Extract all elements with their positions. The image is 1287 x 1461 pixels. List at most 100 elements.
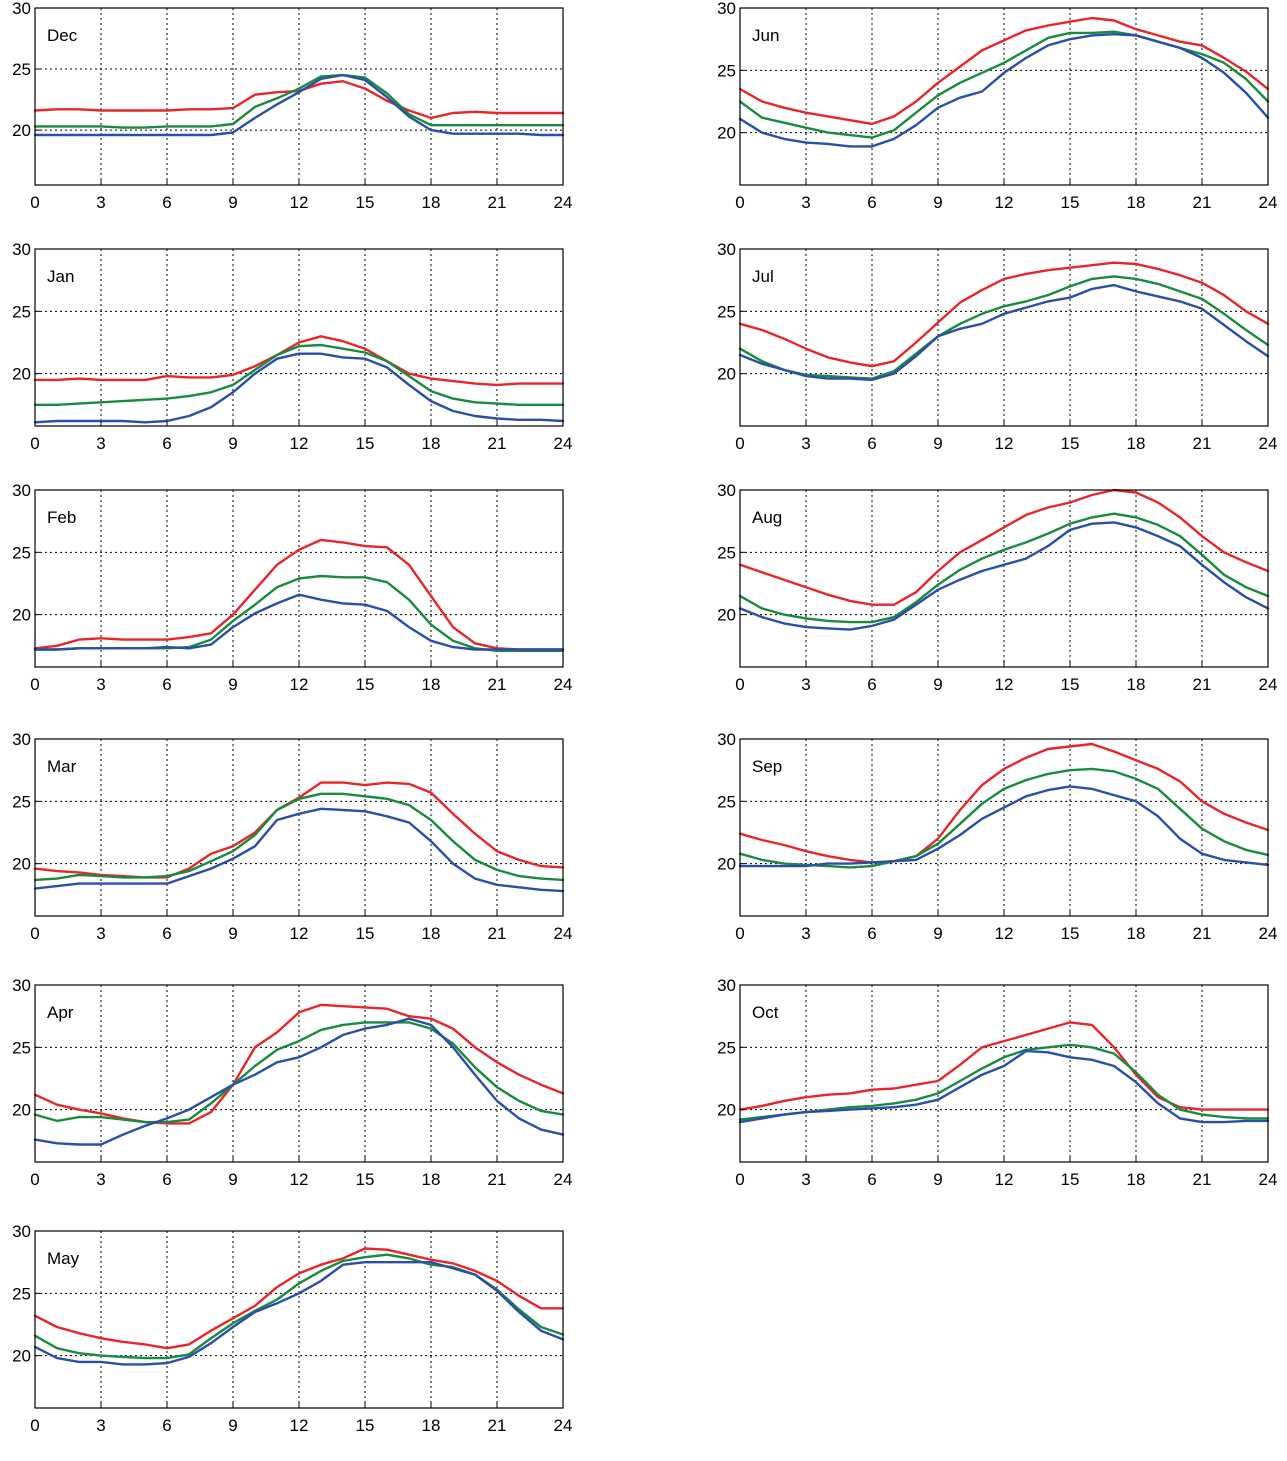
x-tick-label: 18 [422, 193, 441, 212]
series-line-3 [738, 1049, 1270, 1124]
y-tick-label: 25 [717, 61, 736, 80]
y-tick-label: 25 [12, 792, 31, 811]
x-tick-label: 0 [30, 924, 39, 943]
x-tick-label: 9 [228, 675, 237, 694]
x-tick-label: 3 [96, 924, 105, 943]
series-line-2 [33, 343, 565, 406]
panel-oct: 0 3 6 9 12 15 18 21 24 20 25 30 Oct [717, 976, 1277, 1189]
x-tick-label: 24 [1259, 1170, 1278, 1189]
x-tick-label: 12 [995, 924, 1014, 943]
y-tick-label: 25 [717, 543, 736, 562]
x-tick-label: 6 [162, 675, 171, 694]
x-tick-label: 12 [995, 675, 1014, 694]
x-tick-label: 12 [290, 434, 309, 453]
panel-feb: 0 3 6 9 12 15 18 21 24 20 25 30 Feb [12, 481, 572, 694]
x-tick-label: 0 [735, 675, 744, 694]
x-tick-label: 6 [162, 1170, 171, 1189]
series-line-1 [738, 488, 1270, 606]
series-line-3 [738, 283, 1270, 382]
y-tick-label: 30 [12, 0, 31, 18]
series-line-2 [738, 767, 1270, 869]
x-tick-label: 24 [1259, 434, 1278, 453]
y-tick-label: 20 [12, 855, 31, 874]
x-tick-label: 3 [96, 1170, 105, 1189]
x-tick-label: 9 [228, 1416, 237, 1435]
y-tick-label: 30 [12, 976, 31, 995]
panel-apr: 0 3 6 9 12 15 18 21 24 20 25 30 Apr [12, 976, 572, 1189]
panel-may: 0 3 6 9 12 15 18 21 24 20 25 30 May [12, 1222, 572, 1435]
y-tick-label: 30 [717, 976, 736, 995]
x-tick-label: 15 [356, 1170, 375, 1189]
x-tick-label: 9 [933, 924, 942, 943]
x-tick-label: 18 [1127, 434, 1146, 453]
x-tick-label: 3 [801, 675, 810, 694]
x-tick-label: 0 [30, 1170, 39, 1189]
x-tick-label: 21 [488, 1170, 507, 1189]
x-tick-label: 21 [1193, 675, 1212, 694]
x-tick-label: 12 [995, 434, 1014, 453]
y-tick-label: 30 [12, 730, 31, 749]
x-tick-label: 12 [290, 193, 309, 212]
x-tick-label: 12 [290, 1170, 309, 1189]
series-line-3 [33, 352, 565, 424]
x-tick-label: 24 [554, 1170, 573, 1189]
x-tick-label: 12 [290, 924, 309, 943]
series-line-3 [738, 521, 1270, 631]
x-tick-label: 9 [228, 1170, 237, 1189]
y-tick-label: 25 [717, 1038, 736, 1057]
y-tick-label: 20 [12, 1347, 31, 1366]
x-tick-label: 24 [554, 193, 573, 212]
y-tick-label: 25 [12, 543, 31, 562]
x-tick-label: 0 [30, 434, 39, 453]
y-tick-label: 20 [717, 365, 736, 384]
x-tick-label: 15 [1061, 193, 1080, 212]
x-tick-label: 3 [801, 193, 810, 212]
x-tick-label: 15 [1061, 1170, 1080, 1189]
month-label-aug: Aug [752, 508, 782, 527]
series-line-3 [33, 807, 565, 893]
x-tick-label: 6 [162, 434, 171, 453]
x-tick-label: 21 [1193, 193, 1212, 212]
month-label-jun: Jun [752, 26, 779, 45]
month-label-dec: Dec [47, 26, 78, 45]
x-tick-label: 12 [995, 1170, 1014, 1189]
x-tick-label: 3 [96, 1416, 105, 1435]
x-tick-label: 15 [356, 924, 375, 943]
x-tick-label: 24 [554, 675, 573, 694]
x-tick-label: 9 [228, 924, 237, 943]
x-tick-label: 15 [1061, 434, 1080, 453]
x-tick-label: 3 [801, 434, 810, 453]
x-tick-label: 12 [290, 675, 309, 694]
x-tick-label: 24 [554, 1416, 573, 1435]
y-tick-label: 30 [12, 481, 31, 500]
y-tick-label: 20 [717, 124, 736, 143]
y-tick-label: 30 [12, 1222, 31, 1241]
x-tick-label: 6 [867, 1170, 876, 1189]
x-tick-label: 18 [422, 1416, 441, 1435]
month-label-jul: Jul [752, 267, 774, 286]
x-tick-label: 15 [1061, 675, 1080, 694]
month-label-sep: Sep [752, 757, 782, 776]
x-tick-label: 18 [1127, 1170, 1146, 1189]
x-tick-label: 6 [162, 924, 171, 943]
series-line-3 [33, 1017, 565, 1146]
month-label-oct: Oct [752, 1003, 779, 1022]
x-tick-label: 0 [30, 193, 39, 212]
y-tick-label: 20 [12, 365, 31, 384]
x-tick-label: 9 [933, 675, 942, 694]
panel-jan: 0 3 6 9 12 15 18 21 24 20 25 30 Jan [12, 240, 572, 453]
x-tick-label: 6 [867, 675, 876, 694]
x-tick-label: 24 [554, 924, 573, 943]
x-tick-label: 6 [162, 1416, 171, 1435]
x-tick-label: 6 [867, 924, 876, 943]
x-tick-label: 21 [1193, 924, 1212, 943]
series-line-2 [738, 275, 1270, 380]
y-tick-label: 30 [12, 240, 31, 259]
series-line-2 [738, 512, 1270, 624]
y-tick-label: 25 [12, 1284, 31, 1303]
series-line-2 [738, 1043, 1270, 1121]
y-tick-label: 20 [717, 855, 736, 874]
x-tick-label: 0 [735, 434, 744, 453]
y-tick-label: 20 [12, 606, 31, 625]
x-tick-label: 21 [488, 675, 507, 694]
